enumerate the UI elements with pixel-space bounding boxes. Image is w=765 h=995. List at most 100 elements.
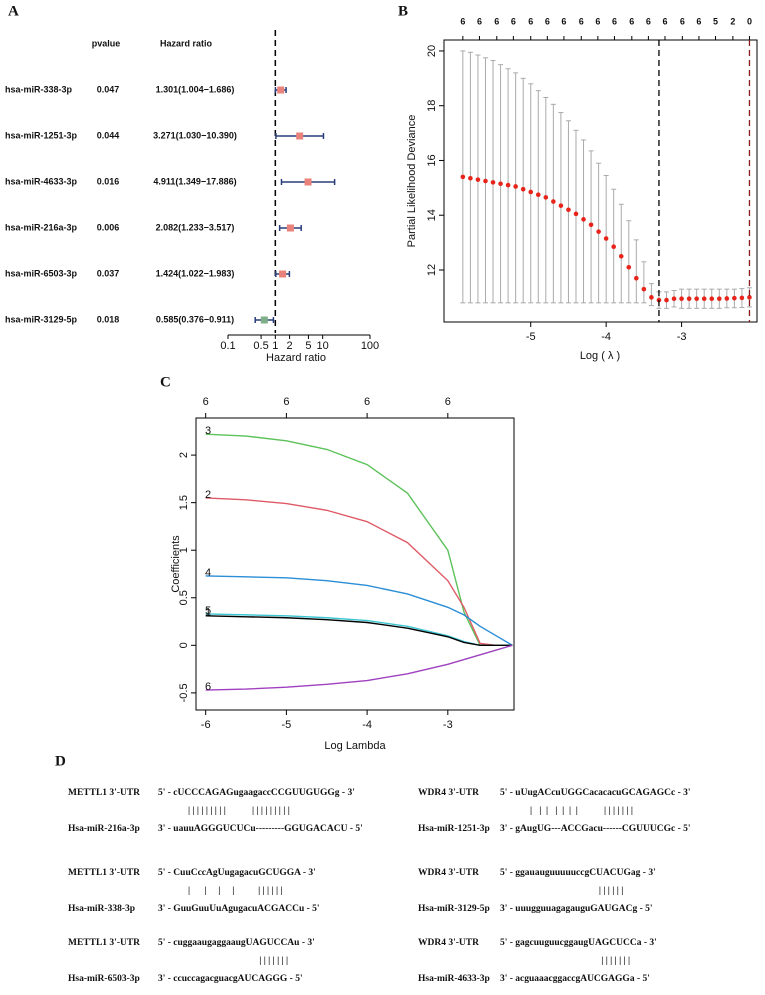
mean-point — [709, 296, 715, 302]
top-tick-label: 6 — [203, 396, 209, 408]
path-label: 6 — [205, 681, 211, 693]
hr-point — [260, 316, 268, 324]
mean-point — [671, 296, 677, 302]
top-tick-label: 6 — [528, 16, 533, 26]
coef-path — [205, 613, 513, 647]
x-tick-label: 0.5 — [253, 340, 268, 352]
utr-sequence: 5' - uUugACcuUGGCacacacuGCAGAGCc - 3' — [500, 788, 691, 798]
x-tick-label: -4 — [362, 719, 372, 731]
top-tick-label: 6 — [629, 16, 634, 26]
mean-point — [686, 296, 692, 302]
mean-point — [551, 199, 556, 204]
mean-point — [460, 174, 466, 180]
top-tick-label: 6 — [477, 16, 482, 26]
mirna-sequence: 3' - GuuGuuUuAgugacuACGACCu - 5' — [158, 904, 320, 914]
y-tick-label: 18 — [426, 100, 438, 112]
pairing-bars: | | | | | | | — [188, 956, 288, 966]
top-tick-label: 6 — [445, 396, 451, 408]
mean-point — [739, 295, 745, 301]
hr-point — [279, 270, 287, 278]
x-tick-label: -5 — [282, 719, 292, 731]
mean-point — [475, 177, 481, 182]
mean-point — [732, 295, 737, 301]
hazard-ratio-label: 1.424(1.022−1.983) — [156, 268, 235, 278]
mirna-sequence: 3' - gAugUG---ACCGacu------CGUUUCGc - 5' — [500, 824, 691, 834]
row-label: hsa-miR-1251-3p — [5, 130, 78, 140]
mean-point — [468, 175, 473, 181]
gene-label: WDR4 3'-UTR — [418, 788, 479, 798]
x-tick-label: 10 — [317, 340, 329, 352]
mean-point — [596, 229, 601, 234]
x-tick-label: 2 — [287, 340, 293, 352]
row-label: hsa-miR-3129-5p — [5, 314, 78, 324]
utr-sequence: 5' - cUCCCAGAGugaagaccCCGUUGUGGg - 3' — [158, 788, 355, 798]
row-label: hsa-miR-6503-3p — [5, 268, 78, 278]
top-tick-label: 6 — [696, 16, 701, 26]
top-tick-label: 6 — [561, 16, 566, 26]
path-label: 4 — [205, 567, 211, 579]
y-tick-label: 16 — [426, 154, 438, 166]
mirna-sequence: 3' - uauuAGGGUCUCu---------GGUGACACU - 5… — [158, 824, 363, 834]
mean-point — [543, 195, 549, 200]
column-header: Hazard ratio — [160, 38, 213, 48]
mean-point — [505, 182, 511, 188]
hazard-ratio-label: 3.271(1.030−10.390) — [153, 130, 237, 140]
path-label: 1 — [205, 607, 211, 619]
y-tick-label: 1.5 — [178, 495, 190, 510]
panel-label: D — [55, 753, 66, 769]
gene-label: WDR4 3'-UTR — [418, 868, 479, 878]
x-axis-label: Log Lambda — [324, 740, 386, 752]
y-tick-label: 14 — [426, 209, 438, 221]
mirna-label: Hsa-miR-3129-5p — [418, 904, 490, 914]
top-tick-label: 5 — [713, 16, 718, 26]
path-label: 5 — [205, 605, 211, 617]
path-label: 3 — [205, 425, 211, 437]
y-axis-label: Coefficients — [170, 535, 182, 593]
hazard-ratio-label: 4.911(1.349−17.886) — [153, 176, 236, 186]
mean-point — [498, 181, 503, 187]
mean-point — [626, 264, 632, 270]
path-label: 2 — [205, 489, 211, 501]
mirna-label: Hsa-miR-216a-3p — [68, 824, 140, 834]
mirna-label: Hsa-miR-1251-3p — [418, 824, 490, 834]
y-tick-label: 1 — [178, 547, 190, 553]
top-tick-label: 6 — [494, 16, 499, 26]
p-value: 0.006 — [97, 222, 120, 232]
y-tick-label: 12 — [426, 264, 438, 276]
coef-path — [205, 497, 513, 647]
mean-point — [483, 178, 488, 184]
mean-point — [664, 297, 669, 303]
coef-path — [205, 644, 513, 691]
x-axis-label: Log ( λ ) — [580, 350, 620, 362]
mean-point — [520, 186, 526, 192]
panel-label: B — [398, 3, 408, 19]
top-tick-label: 6 — [511, 16, 516, 26]
pairing-bars: | | | | | | | — [530, 956, 630, 966]
panel-label: A — [8, 3, 19, 19]
mirna-label: Hsa-miR-6503-3p — [68, 974, 140, 984]
mean-point — [649, 295, 654, 300]
mean-point — [641, 286, 647, 292]
pairing-bars: | | | | | | | | | | | | | | — [530, 806, 633, 816]
top-tick-label: 6 — [364, 396, 370, 408]
x-tick-label: 0.1 — [220, 340, 235, 352]
y-axis-label: Partial Likelihood Deviance — [406, 115, 418, 248]
hazard-ratio-label: 1.301(1.004−1.686) — [156, 84, 235, 94]
p-value: 0.037 — [97, 268, 120, 278]
row-label: hsa-miR-4633-3p — [5, 176, 78, 186]
top-tick-label: 6 — [460, 16, 465, 26]
coef-path — [205, 575, 513, 646]
hr-point — [296, 132, 304, 140]
row-label: hsa-miR-216a-3p — [5, 222, 78, 232]
mean-point — [581, 217, 586, 222]
coef-path — [205, 615, 513, 647]
mean-point — [634, 275, 639, 281]
panel-label: C — [160, 374, 171, 390]
p-value: 0.018 — [97, 314, 120, 324]
mean-point — [588, 222, 594, 228]
x-tick-label: 5 — [305, 340, 311, 352]
x-tick-label: -3 — [443, 719, 453, 731]
top-tick-label: 2 — [730, 16, 735, 26]
hazard-ratio-label: 2.082(1.233−3.517) — [156, 222, 235, 232]
